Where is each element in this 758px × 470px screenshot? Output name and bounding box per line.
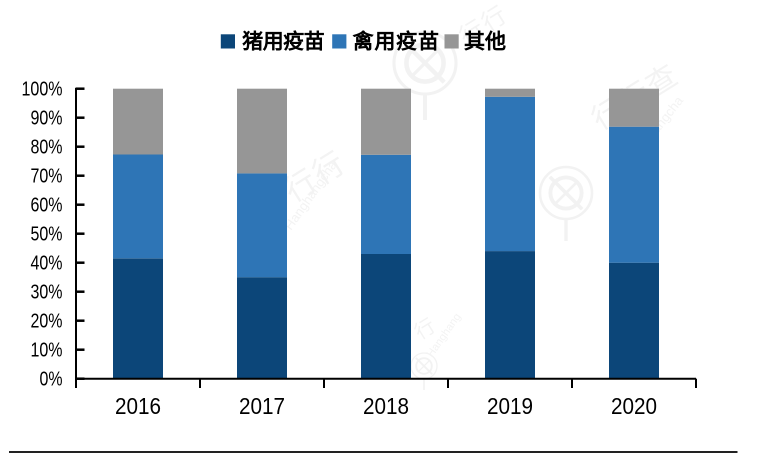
svg-text:70%: 70%	[31, 166, 63, 188]
svg-text:2020: 2020	[611, 393, 657, 419]
svg-text:90%: 90%	[31, 108, 63, 130]
svg-text:2018: 2018	[363, 393, 409, 419]
svg-text:2019: 2019	[487, 393, 533, 419]
svg-text:100%: 100%	[22, 79, 63, 101]
svg-text:50%: 50%	[31, 224, 63, 246]
svg-text:60%: 60%	[31, 195, 63, 217]
svg-text:10%: 10%	[31, 340, 63, 362]
svg-text:30%: 30%	[31, 282, 63, 304]
svg-text:40%: 40%	[31, 253, 63, 275]
svg-text:0%: 0%	[40, 369, 63, 391]
svg-text:2016: 2016	[115, 393, 161, 419]
svg-text:20%: 20%	[31, 311, 63, 333]
svg-text:80%: 80%	[31, 137, 63, 159]
svg-text:2017: 2017	[239, 393, 285, 419]
